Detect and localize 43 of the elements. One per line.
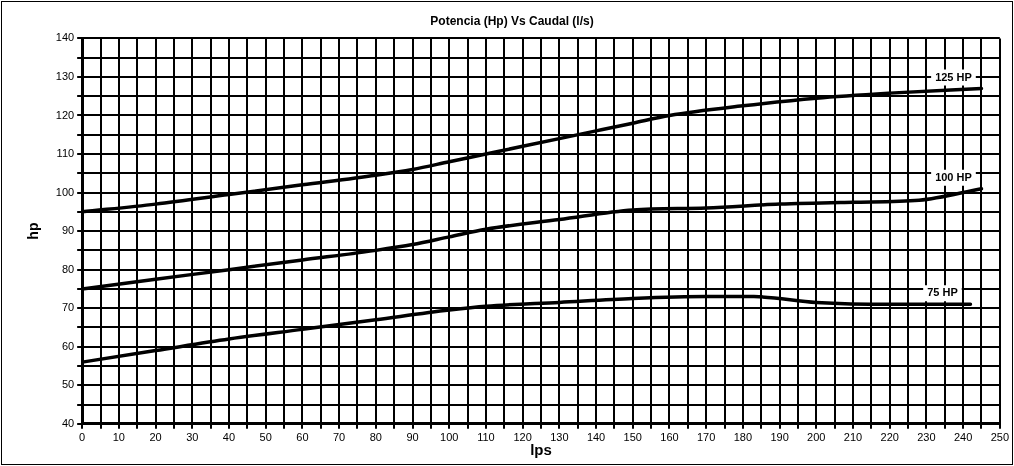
x-tick-label: 210: [843, 431, 863, 444]
x-tick-label: 180: [733, 431, 753, 444]
x-tick-label: 40: [222, 431, 236, 444]
x-tick-label: 90: [406, 431, 419, 444]
chart-title: Potencia (Hp) Vs Caudal (l/s): [430, 13, 594, 28]
y-tick-label: 40: [61, 416, 75, 429]
y-tick-label: 70: [61, 301, 75, 314]
series-label: 100 HP: [935, 170, 972, 183]
x-tick-label: 60: [296, 431, 309, 444]
x-tick-label: 120: [513, 431, 532, 444]
x-tick-label: 240: [953, 431, 973, 444]
x-tick-label: 20: [149, 431, 162, 444]
x-tick-label: 80: [369, 431, 382, 444]
y-tick-label: 120: [55, 108, 75, 121]
y-tick-label: 50: [61, 378, 75, 391]
y-tick-label: 110: [56, 147, 75, 160]
x-tick-label: 50: [259, 431, 272, 444]
x-tick-label: 140: [586, 431, 606, 444]
x-tick-label: 130: [550, 431, 569, 444]
y-tick-label: 90: [61, 224, 75, 237]
x-tick-label: 250: [990, 431, 1009, 444]
y-tick-label: 140: [55, 31, 75, 44]
series-label: 75 HP: [927, 286, 958, 299]
y-axis-title: hp: [25, 222, 42, 240]
x-tick-label: 10: [112, 431, 125, 444]
y-tick-label: 60: [61, 339, 75, 352]
x-tick-label: 190: [770, 431, 789, 444]
x-tick-label: 150: [623, 431, 642, 444]
x-tick-label: 160: [660, 431, 679, 444]
x-tick-label: 200: [807, 431, 826, 444]
y-tick-label: 130: [55, 69, 75, 82]
y-tick-label: 100: [55, 185, 75, 198]
x-tick-label: 100: [440, 431, 459, 444]
x-tick-label: 30: [186, 431, 199, 444]
x-tick-label: 0: [79, 431, 86, 444]
x-tick-label: 170: [696, 431, 716, 444]
series-label: 125 HP: [935, 70, 972, 83]
x-tick-label: 220: [880, 431, 899, 444]
y-tick-label: 80: [61, 262, 75, 275]
x-axis-title: lps: [530, 441, 552, 459]
x-tick-label: 110: [477, 431, 495, 444]
x-tick-label: 70: [332, 431, 346, 444]
x-tick-label: 230: [917, 431, 936, 444]
